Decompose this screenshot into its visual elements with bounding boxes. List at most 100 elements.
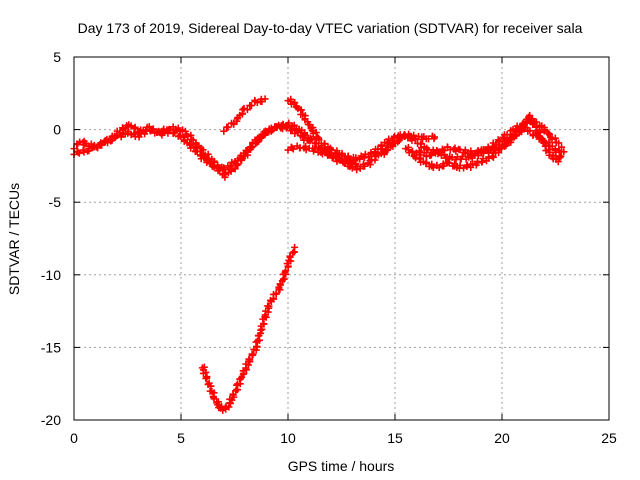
data-point [384,146,392,154]
data-point [258,325,266,333]
y-tick-label: -10 [41,267,61,283]
data-point [114,132,122,140]
data-point [190,143,198,151]
data-point [146,127,154,135]
data-point [247,143,255,151]
data-point [233,115,241,123]
data-point [526,127,534,135]
data-point [554,158,562,166]
data-point [505,139,513,147]
data-point [272,289,280,297]
data-point [496,137,504,145]
data-point [479,146,487,154]
data-point [551,134,559,142]
data-point [542,139,550,147]
y-axis-label: SDTVAR / TECUs [6,183,22,295]
y-tick-label: -5 [49,194,62,210]
data-point [401,131,409,139]
data-point [305,136,313,144]
y-tick-label: -15 [41,339,61,355]
data-point [291,243,299,251]
data-point [494,136,502,144]
data-point [394,138,402,146]
chart-title: Day 173 of 2019, Sidereal Day-to-day VTE… [78,20,583,36]
data-point [187,144,195,152]
data-point [226,162,234,170]
data-point [361,162,369,170]
data-point [207,382,215,390]
data-point [243,106,251,114]
data-point [231,165,239,173]
data-point [243,148,251,156]
series-track-c [220,95,269,135]
data-point [299,132,307,140]
data-point [74,148,82,156]
data-point [260,320,268,328]
data-point [286,253,294,261]
series-track-g [402,124,565,172]
data-point [532,118,540,126]
x-tick-label: 15 [387,430,403,446]
data-point [315,136,323,144]
data-point [513,122,521,130]
data-point [422,153,430,161]
data-point [411,136,419,144]
data-point [318,150,326,158]
data-point [80,148,88,156]
data-point [458,153,466,161]
data-point [242,146,250,154]
data-point [525,117,533,125]
data-point [161,128,169,136]
data-point [338,149,346,157]
data-point [253,99,261,107]
data-point [390,139,398,147]
data-point [283,123,291,131]
data-series [70,95,568,414]
data-point [304,120,312,128]
data-point [224,123,232,131]
data-point [276,281,284,289]
data-point [259,131,267,139]
data-point [285,119,293,127]
data-point [545,130,553,138]
data-point [469,160,477,168]
data-point [440,147,448,155]
x-tick-label: 0 [70,430,78,446]
data-point [528,115,536,123]
data-point [267,126,275,134]
data-point [246,356,254,364]
data-point [253,343,261,351]
data-point [210,395,218,403]
x-axis-label: GPS time / hours [288,458,395,474]
data-point [252,338,260,346]
data-point [193,148,201,156]
data-point [555,139,563,147]
x-tick-label: 5 [177,430,185,446]
data-point [229,391,237,399]
data-point [282,124,290,132]
y-tick-label: 0 [53,122,61,138]
data-point [431,133,439,141]
data-point [371,156,379,164]
series-track-a [70,119,360,181]
data-point [98,141,106,149]
data-point [186,140,194,148]
axis-ticks: 0 5 10 15 20 25 -20 -15 -10 -5 0 5 [41,49,617,446]
data-point [408,147,416,155]
data-point [247,102,255,110]
data-point [127,122,135,130]
data-point [290,248,298,256]
data-point [240,104,248,112]
y-tick-label: -20 [41,412,61,428]
data-point [169,129,177,137]
data-point [203,374,211,382]
data-point [344,152,352,160]
data-point [460,164,468,172]
data-point [171,129,179,137]
data-point [248,350,256,358]
x-tick-label: 10 [280,430,296,446]
data-point [261,95,269,103]
data-point [333,157,341,165]
data-point [290,121,298,129]
